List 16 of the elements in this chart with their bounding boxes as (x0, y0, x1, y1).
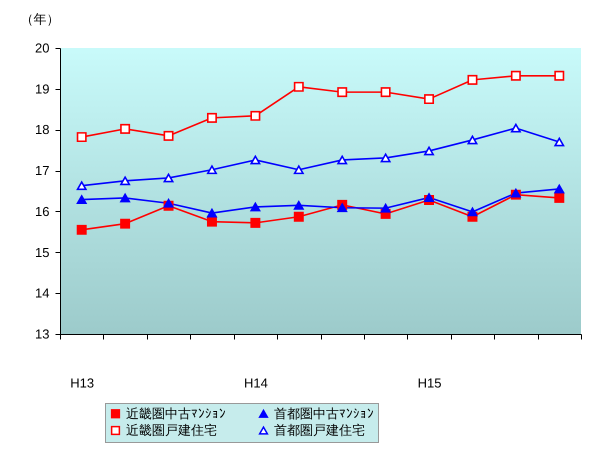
x-tick-label: H14 (244, 376, 268, 390)
y-tick-label: 17 (35, 163, 50, 178)
y-axis-title: （年） (20, 12, 60, 26)
y-tick-label: 15 (35, 244, 50, 260)
legend-label: 首都圏中古ﾏﾝｼｮﾝ (274, 406, 374, 421)
y-tick-label: 19 (35, 81, 50, 96)
y-tick-label: 13 (35, 326, 50, 342)
legend-label: 近畿圏中古ﾏﾝｼｮﾝ (126, 406, 226, 421)
y-tick-label: 18 (35, 122, 50, 138)
y-tick-label: 16 (35, 204, 50, 219)
x-tick-label: H13 (70, 376, 94, 390)
y-tick-label: 20 (35, 40, 50, 56)
y-tick-label: 14 (35, 286, 50, 301)
x-tick-label: H15 (418, 376, 442, 390)
legend-label: 首都圏戸建住宅 (274, 422, 365, 438)
legend-label: 近畿圏戸建住宅 (126, 422, 217, 438)
